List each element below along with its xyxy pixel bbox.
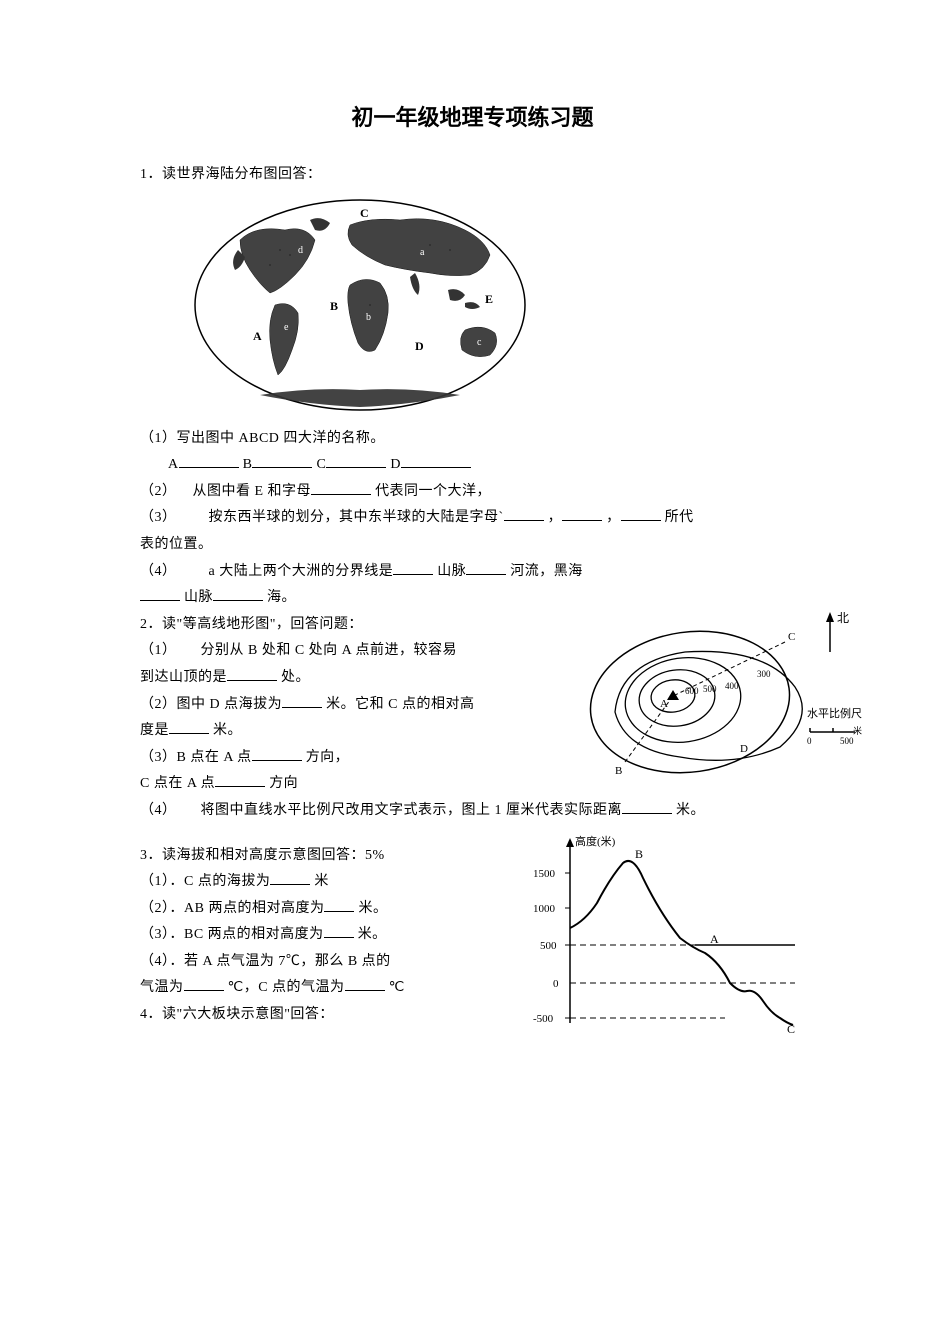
contour-map-figure: A B C D 600 500 400 300 北 水平比例尺 0 500 米 — [585, 602, 865, 807]
q2-sub3a-text: （3）B 点在 A 点 — [140, 750, 252, 765]
q2-sub1-text: 分别从 B 处和 C 处向 A 点前进，较容易 — [201, 643, 458, 658]
map-label-a: a — [420, 247, 425, 258]
contour-300: 300 — [757, 669, 771, 679]
q1-sub3-cont: 表的位置。 — [140, 532, 805, 559]
map-label-B: B — [330, 299, 338, 313]
q1-header: 1．读世界海陆分布图回答： — [140, 162, 805, 189]
label-b: B — [243, 457, 253, 472]
altitude-chart: 1500 1000 500 0 -500 B A C 高度(米) — [515, 833, 805, 1048]
map-label-d: d — [298, 245, 303, 256]
q1-sub2: （2） 从图中看 E 和字母 代表同一个大洋， — [140, 479, 805, 506]
alt-C: C — [787, 1022, 795, 1036]
scale-unit: 米 — [853, 725, 862, 736]
contour-600: 600 — [685, 686, 699, 696]
q2-sub1-prefix: （1） — [140, 643, 177, 658]
north-label: 北 — [837, 611, 849, 625]
q1-sub3-prefix: （3） — [140, 510, 177, 525]
q1-sub3-text3: ， — [606, 510, 621, 525]
q3-header: 3．读海拔和相对高度示意图回答：5% — [140, 843, 506, 870]
map-label-A: A — [253, 329, 262, 343]
q3-sub1b: 米 — [314, 874, 329, 889]
q3-sub4d-text: ℃ — [389, 980, 405, 995]
q2-sub2a: （2）图中 D 点海拔为 米。它和 C 点的相对高 — [140, 692, 506, 719]
q1-sub4-text3: 河流，黑海 — [510, 564, 583, 579]
ytick-0: 0 — [553, 978, 559, 990]
alt-A: A — [710, 932, 719, 946]
q1-sub3-text4: 所代 — [665, 510, 694, 525]
q3-sub4b-text: 气温为 — [140, 980, 184, 995]
q2-sub3b-text: 方向， — [306, 750, 350, 765]
contour-C: C — [788, 631, 795, 643]
q3-sub3b: 米。 — [358, 927, 387, 942]
ytick-500: 500 — [540, 940, 557, 952]
q3-sub3: （3）．BC 两点的相对高度为 米。 — [140, 922, 506, 949]
q1-sub4-text1: a 大陆上两个大洲的分界线是 — [209, 564, 394, 579]
q3-sub4b: 气温为 ℃，C 点的气温为 ℃ — [140, 975, 506, 1002]
q2-sub1a: （1） 分别从 B 处和 C 处向 A 点前进，较容易 — [140, 638, 506, 665]
q1-sub4-text2: 山脉 — [437, 564, 466, 579]
q2-sub2d-text: 米。 — [213, 723, 242, 738]
map-label-c: c — [477, 337, 482, 348]
contour-500: 500 — [703, 684, 717, 694]
label-a: A — [168, 457, 179, 472]
q1-sub4-prefix: （4） — [140, 564, 177, 579]
q3-sub1: （1）．C 点的海拔为 米 — [140, 869, 506, 896]
map-label-e: e — [284, 322, 289, 333]
contour-D: D — [740, 743, 748, 755]
q1-sub3-text2: ， — [548, 510, 563, 525]
map-label-E: E — [485, 292, 493, 306]
q1-sub4: （4） a 大陆上两个大洲的分界线是 山脉 河流，黑海 — [140, 559, 805, 586]
q2-sub3a: （3）B 点在 A 点 方向， — [140, 745, 506, 772]
q1-sub3-text1: 按东西半球的划分，其中东半球的大陆是字母` — [209, 510, 504, 525]
scale-label: 水平比例尺 — [807, 706, 862, 720]
q2-sub1b: 到达山顶的是 处。 — [140, 665, 506, 692]
q2-sub4-prefix: （4） — [140, 803, 177, 818]
q3-sub2a: （2）．AB 两点的相对高度为 — [140, 901, 324, 916]
q3-sub2: （2）．AB 两点的相对高度为 米。 — [140, 896, 506, 923]
q3-sub2b: 米。 — [358, 901, 387, 916]
map-label-C: C — [360, 206, 369, 220]
q3-sub3a: （3）．BC 两点的相对高度为 — [140, 927, 324, 942]
q1-sub3: （3） 按东西半球的划分，其中东半球的大陆是字母` ， ， 所代 — [140, 505, 805, 532]
contour-A: A — [660, 698, 668, 710]
q1-sub4-text5: 海。 — [267, 590, 296, 605]
q4-header: 4．读"六大板块示意图"回答： — [140, 1002, 506, 1029]
q1-sub2-text2: 代表同一个大洋， — [375, 484, 491, 499]
ytick-1500: 1500 — [533, 868, 556, 880]
ylabel: 高度(米) — [575, 834, 616, 848]
ytick-1000: 1000 — [533, 903, 556, 915]
q2-sub1d-text: 处。 — [281, 670, 310, 685]
map-label-D: D — [415, 339, 424, 353]
q3-sub4a: （4）．若 A 点气温为 7℃，那么 B 点的 — [140, 949, 506, 976]
q2-sub2a-text: （2）图中 D 点海拔为 — [140, 697, 282, 712]
q2-sub4-text: 将图中直线水平比例尺改用文字式表示，图上 1 厘米代表实际距离 — [201, 803, 623, 818]
ytick-neg500: -500 — [533, 1013, 554, 1025]
scale-0: 0 — [807, 736, 812, 746]
q3-sub1a: （1）．C 点的海拔为 — [140, 874, 270, 889]
q1-sub4-text4: 山脉 — [184, 590, 213, 605]
q2-sub3c-text: C 点在 A 点 — [140, 776, 215, 791]
page-title: 初一年级地理专项练习题 — [140, 100, 805, 132]
q2-sub2b-text: 米。它和 C 点的相对高 — [326, 697, 474, 712]
q3-sub4c-text: ℃，C 点的气温为 — [228, 980, 345, 995]
map-label-b: b — [366, 312, 371, 323]
q2-sub3b: C 点在 A 点 方向 — [140, 771, 506, 798]
q2-sub1c-text: 到达山顶的是 — [140, 670, 227, 685]
alt-B: B — [635, 847, 643, 861]
label-d: D — [390, 457, 401, 472]
q1-abcd-row: A B C D — [140, 452, 805, 479]
scale-500: 500 — [840, 736, 854, 746]
q1-sub2-prefix: （2） — [140, 484, 177, 499]
label-c: C — [316, 457, 326, 472]
q1-sub2-text1: 从图中看 E 和字母 — [193, 484, 312, 499]
q1-sub1: （1）写出图中 ABCD 四大洋的名称。 — [140, 426, 805, 453]
world-map-figure: e A b B a d C c E D — [190, 195, 805, 420]
q2-sub3d-text: 方向 — [269, 776, 298, 791]
contour-400: 400 — [725, 681, 739, 691]
contour-B: B — [615, 765, 622, 777]
q2-sub2b: 度是 米。 — [140, 718, 506, 745]
q2-sub2c-text: 度是 — [140, 723, 169, 738]
